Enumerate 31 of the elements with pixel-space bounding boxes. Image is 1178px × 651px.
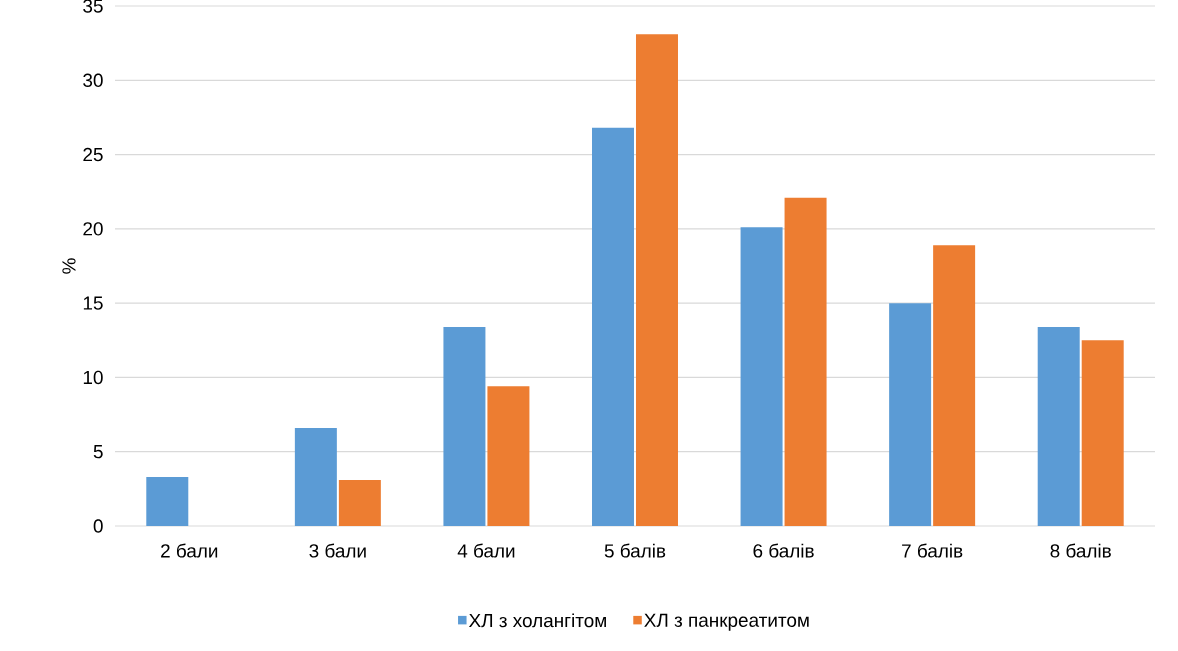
y-tick-label: 5 [93,445,103,459]
y-axis-title: % [62,258,76,274]
x-tick-label: 4 бали [457,543,515,558]
legend-label: ХЛ з холангітом [468,613,606,628]
bar [1037,326,1080,526]
bar [740,227,783,526]
bar [338,479,381,526]
bar [635,34,678,526]
y-tick-label: 35 [83,0,103,13]
bar [592,127,634,526]
y-tick-label: 20 [83,222,103,236]
legend-label: ХЛ з панкреатитом [644,613,809,631]
x-tick-label: 2 бали [161,543,218,558]
x-tick-label: 6 балів [753,543,814,558]
bar [146,476,189,526]
bar [933,245,976,526]
x-tick-label: 7 балів [902,543,963,558]
bar [294,427,337,526]
y-tick-label: 15 [83,296,103,310]
bar [889,303,932,526]
x-tick-label: 5 балів [604,543,666,558]
y-tick-label: 30 [83,73,103,87]
bar [784,197,827,526]
y-tick-label: 0 [93,519,103,533]
bar [1081,340,1124,526]
x-tick-label: 3 бали [309,543,366,558]
bar [487,386,530,526]
y-tick-label: 10 [83,370,103,385]
bar [443,326,486,526]
y-tick-label: 25 [83,147,103,162]
x-tick-label: 8 балів [1050,543,1111,558]
